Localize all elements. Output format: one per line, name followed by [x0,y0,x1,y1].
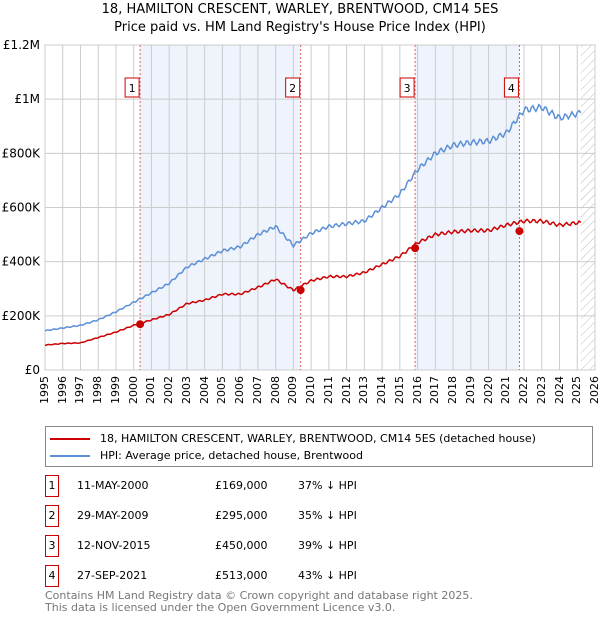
x-tick-label: 2002 [162,376,176,404]
sale-price: £513,000 [215,569,268,582]
sale-hpi-diff: 43% ↓ HPI [298,569,357,582]
y-tick-label: £600K [2,201,42,215]
sale-price: £169,000 [215,479,268,492]
x-tick-label: 2020 [481,376,495,404]
sale-row: 3 12-NOV-2015 £450,000 39% ↓ HPI [45,535,445,557]
sale-label-box [503,77,519,98]
plot-border [44,44,596,371]
x-tick-label: 1995 [38,376,51,404]
footer-line-1: Contains HM Land Registry data © Crown c… [45,589,473,602]
x-tick-label: 2024 [552,376,566,404]
x-tick-label: 2011 [321,376,335,404]
sale-row: 1 11-MAY-2000 £169,000 37% ↓ HPI [45,475,445,497]
chart-title: 18, HAMILTON CRESCENT, WARLEY, BRENTWOOD… [101,2,499,17]
footer-line-2: This data is licensed under the Open Gov… [45,601,396,614]
x-tick-label: 2016 [410,376,424,404]
x-tick-label: 1997 [73,376,87,404]
x-tick-label: 2010 [304,376,318,404]
sale-label-box [285,77,301,98]
x-tick-label: 2022 [517,376,531,404]
legend-blue-line [50,455,90,457]
sale-number-badge: 4 [45,565,59,587]
y-tick-label: £400K [2,255,42,269]
x-tick-label: 2008 [268,376,282,404]
sale-label-number: 3 [404,82,411,95]
x-tick-label: 2000 [126,376,140,404]
y-tick-label: £800K [2,146,42,160]
price-chart: £0 £200K £400K £600K £800K £1M £1.2M 1 2 3 4 [2,38,596,375]
x-tick-label: 2023 [534,376,548,404]
y-tick-label: £0 [25,363,40,375]
x-tick-label: 2009 [286,376,300,404]
x-tick-label: 2012 [339,376,353,404]
sale-point [411,244,420,253]
sale-label-box [124,77,140,98]
sale-label-number: 4 [508,82,515,95]
x-tick-label: 2015 [392,376,406,404]
sale-hpi-diff: 39% ↓ HPI [298,539,357,552]
x-tick-label: 2006 [233,376,247,404]
sale-point [515,227,524,236]
sale-point [136,320,145,329]
y-tick-label: £1.2M [3,38,40,52]
x-tick-label: 2014 [375,376,389,404]
sale-label-number: 1 [129,82,136,95]
x-tick-label: 2025 [570,376,584,404]
sale-date: 29-MAY-2009 [77,509,149,522]
x-tick-label: 2007 [250,376,264,404]
sale-number-badge: 2 [45,505,59,527]
x-tick-label: 2026 [588,376,600,404]
x-tick-label: 2021 [499,376,513,404]
legend-label-property: 18, HAMILTON CRESCENT, WARLEY, BRENTWOOD… [100,432,536,445]
sale-date: 27-SEP-2021 [77,569,148,582]
x-tick-label: 2018 [446,376,460,404]
x-tick-label: 2004 [197,376,211,404]
sale-hpi-diff: 35% ↓ HPI [298,509,357,522]
sale-point [296,286,305,295]
sale-label-number: 2 [289,82,296,95]
legend-label-hpi: HPI: Average price, detached house, Bren… [100,449,363,462]
sale-hpi-diff: 37% ↓ HPI [298,479,357,492]
x-tick-label: 2005 [215,376,229,404]
x-tick-label: 2003 [179,376,193,404]
x-tick-label: 1998 [91,376,105,404]
x-tick-label: 1996 [55,376,69,404]
sale-number-badge: 3 [45,535,59,557]
x-tick-label: 2017 [428,376,442,404]
y-tick-label: £1M [14,92,40,106]
sale-date: 11-MAY-2000 [77,479,149,492]
y-tick-label: £200K [2,309,42,323]
sale-row: 4 27-SEP-2021 £513,000 43% ↓ HPI [45,565,445,587]
x-tick-label: 2001 [144,376,158,404]
sale-label-box [399,77,415,98]
hpi-line [44,103,582,332]
legend: 18, HAMILTON CRESCENT, WARLEY, BRENTWOOD… [45,426,593,467]
sale-date: 12-NOV-2015 [77,539,151,552]
sale-number-badge: 1 [45,475,59,497]
sale-price: £450,000 [215,539,268,552]
legend-red-line [50,438,90,440]
x-tick-label: 2019 [463,376,477,404]
footer: Contains HM Land Registry data © Crown c… [45,590,473,614]
sale-row: 2 29-MAY-2009 £295,000 35% ↓ HPI [45,505,445,527]
sale-price: £295,000 [215,509,268,522]
property-price-line [44,218,582,347]
x-tick-label: 1999 [108,376,122,404]
x-tick-label: 2013 [357,376,371,404]
chart-subtitle: Price paid vs. HM Land Registry's House … [114,20,486,35]
